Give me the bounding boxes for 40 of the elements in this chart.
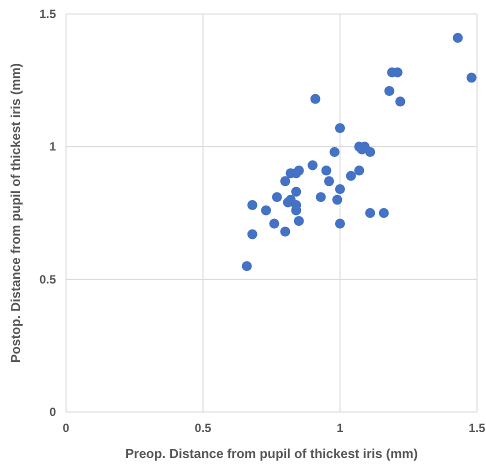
y-tick-label: 1 [49,140,56,154]
point [272,192,282,202]
x-tick-label: 1 [336,421,344,435]
point [316,192,326,202]
point [346,170,356,181]
point [294,166,304,176]
point [280,176,290,186]
point [384,86,394,96]
x-tick-label: 0.5 [194,421,212,435]
point [395,96,406,107]
point [335,218,345,229]
point [247,200,258,210]
point [332,194,342,205]
point [291,186,302,197]
point [335,123,345,134]
x-tick-label: 1.5 [468,421,486,435]
point [310,94,320,104]
point [452,32,463,43]
point [365,208,376,218]
point [294,216,304,226]
x-axis-title: Preop. Distance from pupil of thickest iris (mm) [125,446,418,461]
point [269,218,280,229]
point [324,176,334,186]
point [321,166,332,176]
y-tick-label: 1.5 [39,7,56,21]
point [365,146,376,157]
point [247,229,258,240]
point [261,205,272,216]
point [335,184,345,194]
point [242,261,252,272]
y-tick-label: 0 [49,405,56,419]
y-axis-title: Postop. Distance from pupil of thickest iris (mm) [8,63,23,363]
point [308,160,318,170]
point [466,72,477,83]
point [280,226,290,237]
x-tick-label: 0 [62,421,70,435]
y-tick-label: 0.5 [39,272,56,286]
point [354,166,364,176]
point [330,146,340,157]
point [378,208,389,218]
